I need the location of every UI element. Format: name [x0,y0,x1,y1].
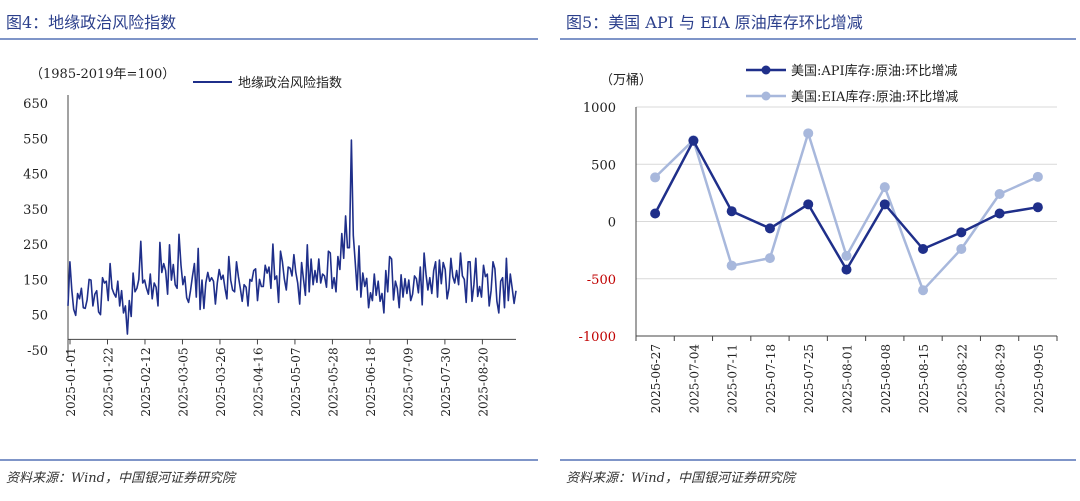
eia-data-point [956,243,967,254]
y-tick-label: 0 [608,216,616,231]
left-y-axis: -50 50 150 250 350 450 550 650 [23,95,516,359]
x-tick-label: 2025-06-18 [364,347,378,416]
y-tick-label: -50 [27,344,48,359]
y-tick-label: -1000 [579,330,616,345]
legend-eia-marker [761,91,771,101]
eia-data-point [803,128,814,139]
left-figure: 图4：地缘政治风险指数 （1985-2019年=100） 地缘政治风险指数 -5… [0,13,538,486]
api-data-point [841,264,852,275]
api-data-point [994,208,1005,219]
x-tick-label: 2025-07-18 [764,344,778,413]
eia-data-point [918,285,929,296]
y-tick-label: 150 [23,273,48,288]
crude-inventory-chart: （万桶） 美国:API库存:原油:环比增减 美国:EIA库存:原油:环比增减 -… [579,63,1058,414]
api-data-point [726,206,737,217]
left-legend-label: 地缘政治风险指数 [238,76,342,91]
x-tick-label: 2025-08-20 [476,347,490,416]
left-unit-note: （1985-2019年=100） [30,67,175,82]
right-figure-title: 图5：美国 API 与 EIA 原油库存环比增减 [566,13,863,32]
right-x-axis: 2025-06-27 2025-07-04 2025-07-11 2025-07-18… [635,336,1058,414]
api-data-point [1032,202,1043,213]
x-tick-label: 2025-06-27 [649,344,663,413]
x-tick-label: 2025-07-04 [687,344,701,414]
x-tick-label: 2025-05-28 [326,347,340,416]
y-tick-label: 1000 [583,101,616,116]
x-tick-label: 2025-08-29 [994,344,1008,413]
x-tick-label: 2025-08-01 [841,344,855,413]
x-tick-label: 2025-09-05 [1032,344,1046,413]
api-data-point [956,227,967,238]
legend-api-label: 美国:API库存:原油:环比增减 [791,63,957,79]
legend-eia-label: 美国:EIA库存:原油:环比增减 [791,89,958,105]
x-tick-label: 2025-02-12 [139,347,153,416]
api-data-point [803,199,814,210]
legend-api-marker [761,65,771,75]
right-series-group [650,128,1043,296]
x-tick-label: 2025-07-25 [802,344,816,413]
y-tick-label: 250 [23,238,48,253]
left-source-rule [0,459,538,461]
x-tick-label: 2025-05-07 [289,347,303,416]
left-source-note: 资料来源：Wind，中国银河证券研究院 [6,471,235,486]
left-title-rule [0,38,538,40]
eia-data-point [726,260,737,271]
api-data-point [764,223,775,234]
x-tick-label: 2025-04-16 [251,347,265,416]
y-tick-label: -500 [587,273,616,288]
x-tick-label: 2025-01-01 [64,347,78,416]
x-tick-label: 2025-08-15 [917,344,931,413]
x-tick-label: 2025-07-11 [726,344,740,413]
eia-data-point [879,182,890,193]
x-tick-label: 2025-03-05 [176,347,190,416]
geopolitical-risk-chart: （1985-2019年=100） 地缘政治风险指数 -50 50 150 250 350… [23,67,517,417]
y-tick-label: 350 [23,203,48,218]
x-tick-label: 2025-03-26 [214,347,228,416]
eia-data-point [650,172,661,183]
geopolitical-risk-line [67,139,517,335]
eia-data-point [1032,171,1043,182]
api-data-point [650,208,661,219]
right-y-unit: （万桶） [600,73,652,88]
y-tick-label: 450 [23,168,48,183]
x-tick-label: 2025-08-08 [879,344,893,413]
x-tick-label: 2025-07-09 [401,347,415,416]
left-figure-title: 图4：地缘政治风险指数 [6,13,177,32]
y-tick-label: 550 [23,132,48,147]
right-source-rule [560,459,1076,461]
eia-data-point [764,253,775,264]
eia-data-point [841,250,852,261]
y-tick-label: 50 [31,309,48,324]
y-tick-label: 500 [591,158,616,173]
right-source-note: 资料来源：Wind，中国银河证券研究院 [566,471,795,486]
x-tick-label: 2025-01-22 [101,347,115,416]
left-x-axis: 2025-01-01 2025-01-22 2025-02-12 2025-03-05… [64,339,490,417]
right-legend: 美国:API库存:原油:环比增减 美国:EIA库存:原油:环比增减 [746,63,958,105]
right-figure: 图5：美国 API 与 EIA 原油库存环比增减 （万桶） 美国:API库存:原… [560,0,1080,501]
api-data-point [688,135,699,146]
x-tick-label: 2025-07-30 [439,347,453,416]
x-tick-label: 2025-08-22 [955,344,969,413]
api-data-point [918,243,929,254]
api-data-point [879,199,890,210]
right-title-rule [560,38,1076,40]
y-tick-label: 650 [23,97,48,112]
eia-data-point [994,189,1005,200]
